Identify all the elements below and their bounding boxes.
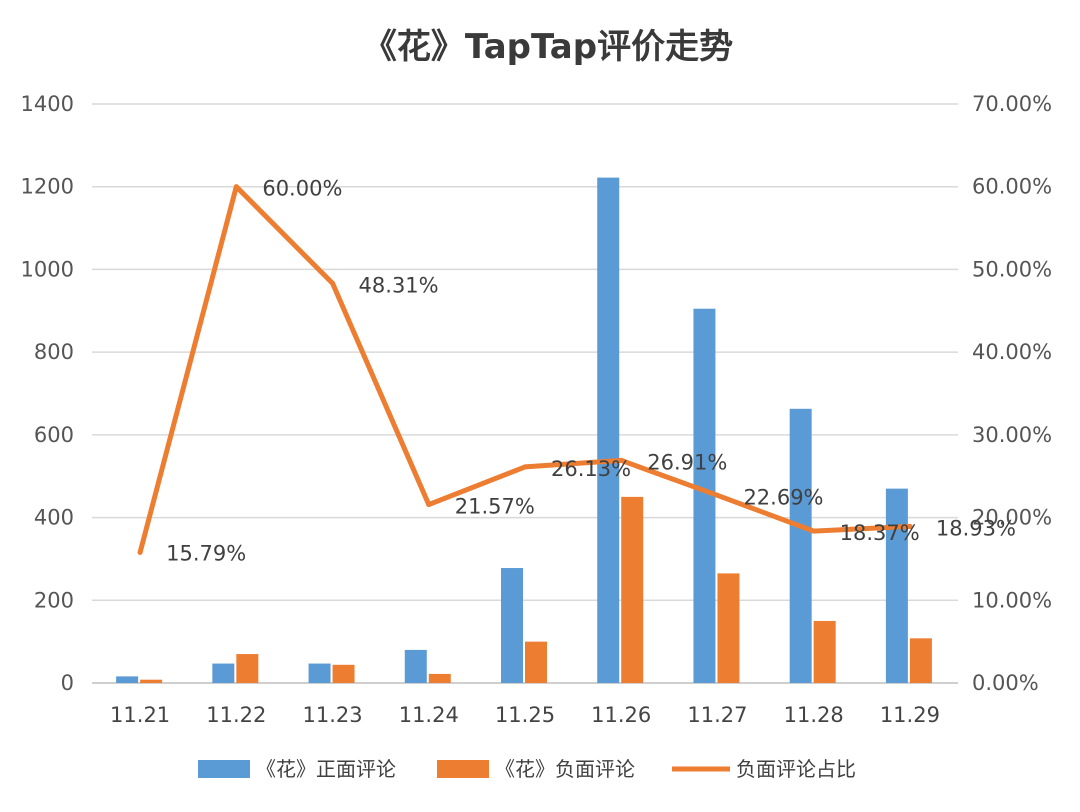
x-category-label: 11.29 — [880, 703, 940, 727]
chart-title: 《花》TapTap评价走势 — [363, 27, 733, 67]
x-category-label: 11.26 — [591, 703, 651, 727]
y-left-tick-label: 1200 — [21, 175, 74, 199]
bar-positive — [885, 488, 908, 683]
y-left-tick-label: 1000 — [21, 257, 74, 281]
ratio-data-label: 26.91% — [647, 450, 727, 474]
x-category-label: 11.24 — [399, 703, 459, 727]
ratio-point — [522, 464, 528, 470]
ratio-point — [907, 523, 913, 529]
bars — [116, 177, 932, 683]
y-right-tick-label: 20.00% — [972, 506, 1052, 530]
bar-positive — [116, 676, 139, 683]
x-category-label: 11.23 — [302, 703, 362, 727]
bar-negative — [236, 654, 259, 683]
ratio-point — [233, 184, 239, 190]
ratio-data-label: 15.79% — [166, 541, 246, 565]
y-right-tick-label: 0.00% — [972, 671, 1039, 695]
bar-positive — [501, 568, 523, 683]
x-category-label: 11.27 — [687, 703, 747, 727]
x-category-label: 11.21 — [110, 703, 170, 727]
category-axis-labels: 11.21 11.22 11.23 11.24 11.25 11.26 11.27 11.28… — [110, 703, 940, 727]
legend-label-negative: 《花》负面评论 — [495, 757, 635, 781]
ratio-point — [330, 280, 336, 286]
y-right-tick-label: 70.00% — [972, 92, 1052, 116]
y-right-tick-label: 60.00% — [972, 175, 1052, 199]
y-left-tick-label: 0 — [61, 671, 74, 695]
x-category-label: 11.22 — [206, 703, 266, 727]
legend-label-positive: 《花》正面评论 — [256, 757, 396, 781]
bar-positive — [308, 663, 331, 683]
y-right-tick-label: 30.00% — [972, 423, 1052, 447]
left-axis-ticks: 0 200 400 600 800 1000 1200 1400 — [21, 92, 74, 695]
ratio-data-label: 21.57% — [455, 495, 535, 519]
bar-positive — [597, 177, 620, 683]
ratio-point — [811, 528, 817, 534]
bar-positive — [693, 308, 716, 683]
ratio-data-label: 18.37% — [840, 521, 920, 545]
ratio-data-label: 26.13% — [551, 457, 631, 481]
ratio-line — [137, 184, 913, 555]
y-right-tick-label: 40.00% — [972, 340, 1052, 364]
legend: 《花》正面评论 《花》负面评论 负面评论占比 — [198, 757, 856, 781]
ratio-point — [426, 502, 432, 508]
bar-negative — [140, 679, 163, 683]
ratio-point — [618, 457, 624, 463]
gridlines — [92, 103, 958, 684]
right-axis-ticks: 0.00% 10.00% 20.00% 30.00% 40.00% 50.00% 60.00… — [972, 92, 1052, 695]
bar-positive — [212, 663, 235, 683]
legend-label-ratio: 负面评论占比 — [736, 757, 856, 781]
bar-negative — [332, 664, 355, 683]
bar-negative — [717, 573, 740, 683]
ratio-data-label: 48.31% — [359, 273, 439, 297]
ratio-data-label: 18.93% — [936, 516, 1016, 540]
bar-negative — [813, 620, 836, 683]
data-labels: 15.79% 60.00% 48.31% 21.57% 26.13% 26.91% 22.6… — [166, 177, 1016, 566]
x-category-label: 11.25 — [495, 703, 555, 727]
bar-negative — [909, 638, 932, 683]
bar-positive — [789, 408, 812, 683]
y-right-tick-label: 50.00% — [972, 257, 1052, 281]
legend-swatch-negative — [437, 760, 489, 778]
y-right-tick-label: 10.00% — [972, 588, 1052, 612]
y-left-tick-label: 1400 — [21, 92, 74, 116]
ratio-data-label: 60.00% — [262, 177, 342, 201]
legend-swatch-positive — [198, 760, 250, 778]
y-left-tick-label: 400 — [34, 506, 74, 530]
bar-positive — [404, 649, 427, 683]
x-category-label: 11.28 — [784, 703, 844, 727]
ratio-point — [137, 549, 143, 555]
bar-negative — [621, 496, 644, 683]
bar-negative — [525, 641, 547, 683]
bar-negative — [428, 673, 451, 683]
ratio-data-label: 22.69% — [743, 485, 823, 509]
y-left-tick-label: 800 — [34, 340, 74, 364]
y-left-tick-label: 600 — [34, 423, 74, 447]
y-left-tick-label: 200 — [34, 588, 74, 612]
ratio-point — [714, 492, 720, 498]
